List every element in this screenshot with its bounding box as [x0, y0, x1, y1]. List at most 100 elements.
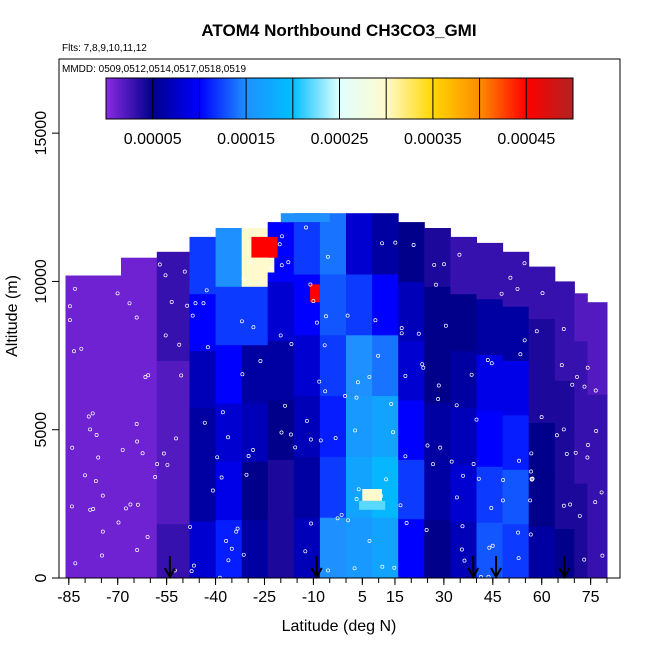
heatmap-cell: [346, 213, 373, 275]
heatmap-cell: [528, 422, 556, 475]
track-point: [404, 521, 409, 525]
track-point: [457, 252, 462, 257]
heatmap-cell: [398, 281, 425, 342]
track-point: [462, 558, 467, 563]
heatmap-cell: [241, 519, 269, 579]
colorbar-tick-label: 0.00015: [217, 131, 275, 148]
track-point: [146, 373, 151, 378]
track-point: [469, 372, 474, 377]
track-point: [577, 513, 582, 518]
track-point: [600, 553, 605, 558]
track-point: [586, 443, 590, 447]
track-point: [314, 320, 319, 325]
colorbar: 0.00005 0.00015 0.00025 0.00035 0.00045: [105, 77, 574, 148]
y-tick-label: 10000: [33, 259, 50, 304]
track-point: [432, 262, 437, 267]
heatmap-cell: [424, 286, 451, 346]
x-tick-label: 15: [386, 589, 404, 606]
track-point: [73, 561, 78, 566]
track-point: [352, 566, 357, 571]
arrow-head: [310, 567, 323, 580]
track-point: [185, 303, 190, 308]
track-point: [241, 552, 246, 557]
heatmap-cell: [476, 410, 504, 467]
x-axis-title: Latitude (deg N): [282, 618, 397, 635]
heatmap-cell: [528, 266, 556, 319]
x-tick-label: -85: [57, 589, 80, 606]
heatmap-cell: [398, 459, 425, 520]
track-point: [461, 473, 465, 478]
track-point: [100, 529, 105, 534]
track-point: [220, 410, 225, 415]
track-point: [219, 475, 224, 480]
y-axis: 0 5000 10000 15000: [33, 111, 59, 582]
heatmap-cell: [293, 395, 321, 457]
track-point: [324, 314, 328, 319]
track-point: [476, 476, 481, 481]
heatmap-cell: [574, 388, 588, 437]
track-point: [403, 454, 408, 459]
x-tick-label: -55: [155, 589, 178, 606]
track-point: [100, 493, 105, 498]
track-point: [487, 545, 492, 550]
dates-label: MMDD: 0509,0512,0514,0517,0518,0519: [62, 64, 246, 75]
track-point: [293, 445, 298, 450]
x-tick-label: -10: [302, 589, 325, 606]
colorbar-tick-label: 0.00025: [311, 131, 369, 148]
track-point: [277, 242, 282, 247]
track-point: [134, 315, 139, 320]
heatmap-cell: [319, 456, 347, 518]
heatmap-cell: [156, 469, 190, 525]
heatmap-cell: [450, 464, 477, 522]
track-point: [93, 479, 98, 484]
track-point: [454, 495, 459, 500]
heatmap-cell: [424, 519, 451, 579]
track-point: [83, 473, 87, 478]
track-point: [582, 384, 587, 389]
track-point: [517, 458, 521, 463]
track-point: [346, 518, 351, 523]
track-point: [393, 240, 398, 245]
heatmap-hotspot: [248, 257, 275, 273]
track-point: [323, 389, 328, 394]
heatmap-cell: [450, 293, 477, 352]
track-point: [157, 262, 162, 267]
track-point: [258, 359, 263, 363]
track-point: [420, 362, 425, 367]
track-point: [79, 346, 84, 351]
track-point: [318, 438, 323, 443]
track-point: [204, 288, 209, 293]
heatmap-cell: [450, 407, 477, 465]
track-point: [593, 388, 598, 393]
track-point: [534, 329, 539, 334]
heatmap-cell: [319, 213, 347, 275]
track-point: [283, 403, 287, 408]
track-point: [380, 241, 385, 246]
heatmap-cell: [450, 236, 477, 295]
track-point: [355, 380, 360, 385]
x-tick-label: 45: [484, 589, 502, 606]
track-point: [279, 430, 284, 435]
track-point: [239, 319, 244, 324]
track-point: [229, 546, 234, 551]
track-point: [522, 261, 527, 266]
colorbar-tick-label: 0.00045: [497, 131, 555, 148]
track-point: [210, 488, 215, 493]
heatmap-cell: [372, 395, 399, 457]
track-point: [392, 565, 397, 570]
track-point: [240, 372, 245, 377]
track-point: [516, 556, 521, 561]
track-point: [190, 313, 195, 318]
heatmap-cell: [215, 461, 243, 521]
heatmap-cell: [189, 407, 217, 465]
track-point: [593, 500, 598, 505]
heatmap-cell: [65, 376, 122, 428]
heatmap-cell: [65, 275, 122, 327]
track-point: [116, 520, 121, 525]
heatmap-cell: [65, 325, 122, 377]
track-point: [96, 455, 101, 460]
heatmap-cell: [121, 417, 158, 472]
track-point: [90, 411, 95, 416]
arrow-head: [467, 567, 480, 580]
heatmap-cell: [293, 274, 321, 336]
